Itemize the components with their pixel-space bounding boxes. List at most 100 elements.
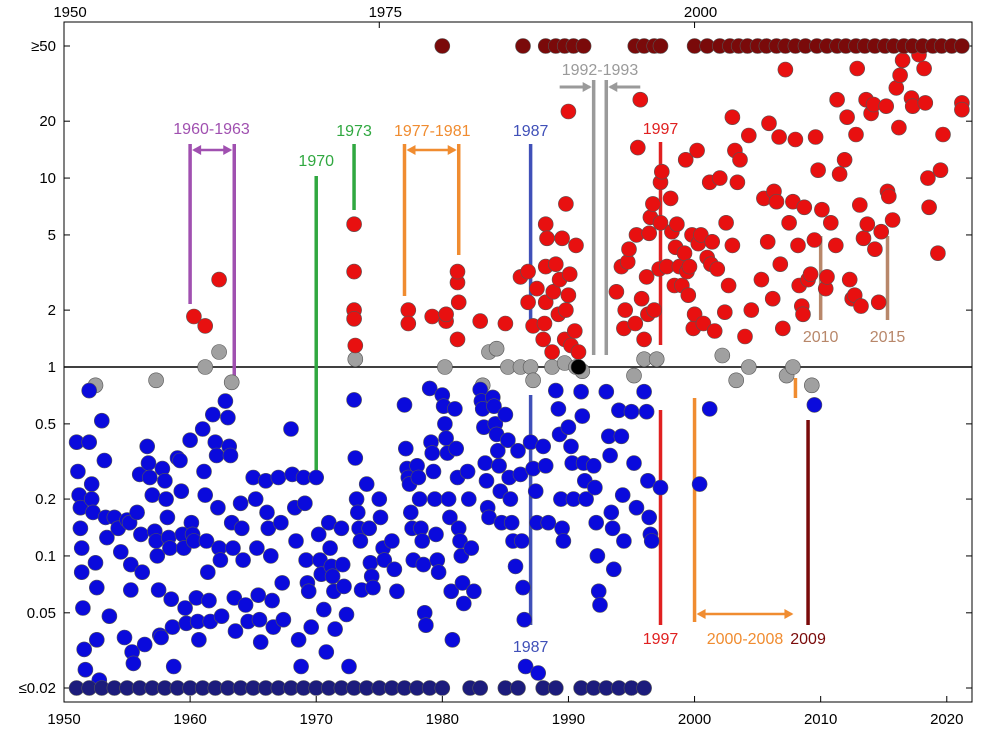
data-point — [336, 578, 352, 595]
data-point — [150, 582, 167, 598]
data-point — [633, 290, 650, 307]
x-tick-label-bottom: 2010 — [804, 711, 837, 728]
annotation-label: 1987 — [513, 639, 549, 656]
data-point — [669, 216, 685, 232]
data-point — [829, 91, 845, 108]
annotation-arrowhead — [608, 82, 618, 92]
data-point — [547, 680, 564, 696]
data-point — [641, 509, 658, 526]
data-point — [217, 393, 234, 409]
data-point — [787, 131, 804, 148]
data-point — [153, 629, 169, 646]
data-point — [293, 658, 309, 675]
data-point — [627, 315, 644, 332]
data-point — [303, 619, 320, 635]
data-point — [428, 526, 444, 543]
data-point — [814, 201, 830, 218]
y-tick-label: 1 — [48, 359, 56, 376]
data-point — [935, 126, 951, 143]
data-point — [123, 556, 139, 573]
data-point — [709, 261, 726, 277]
y-tick-label: 10 — [39, 170, 56, 187]
data-point — [743, 302, 760, 318]
data-point — [954, 38, 970, 54]
data-point — [346, 216, 362, 232]
data-point — [205, 406, 221, 423]
data-point — [298, 552, 314, 568]
data-point — [454, 575, 471, 591]
data-point — [575, 38, 592, 54]
x-tick-label-bottom: 2000 — [678, 711, 711, 728]
data-point — [574, 408, 591, 424]
data-point — [442, 509, 458, 526]
data-point — [197, 318, 213, 334]
annotation-label: 1970 — [298, 153, 334, 170]
data-point — [714, 347, 731, 364]
data-point — [346, 310, 362, 327]
data-point — [430, 564, 447, 581]
data-point — [563, 438, 579, 455]
data-point — [237, 597, 254, 613]
data-point — [72, 520, 89, 537]
data-point — [740, 127, 757, 144]
data-point — [459, 463, 476, 480]
annotation-label: 2000-2008 — [707, 631, 784, 648]
data-point — [346, 263, 362, 280]
data-point — [389, 583, 405, 600]
data-point — [729, 174, 746, 191]
data-point — [421, 380, 438, 397]
data-point — [695, 315, 712, 332]
data-point — [123, 582, 139, 598]
data-point — [133, 526, 149, 543]
data-point — [515, 579, 531, 596]
x-tick-label-top: 2000 — [684, 4, 717, 21]
data-point — [643, 533, 660, 549]
data-point — [806, 232, 823, 248]
data-point — [249, 540, 265, 556]
data-point — [159, 509, 176, 526]
y-tick-label: ≥50 — [31, 38, 56, 55]
data-point — [300, 583, 317, 600]
data-point — [358, 476, 375, 492]
data-point — [831, 166, 848, 182]
data-point — [334, 556, 351, 573]
data-point — [274, 575, 291, 591]
data-point — [182, 432, 198, 449]
data-point — [348, 491, 365, 507]
data-point — [234, 520, 250, 537]
data-point — [327, 621, 343, 637]
data-point — [796, 199, 813, 216]
data-point — [724, 237, 741, 254]
data-point — [691, 476, 708, 492]
data-point — [636, 680, 652, 696]
data-point — [400, 315, 417, 332]
data-point — [855, 230, 872, 247]
data-point — [273, 514, 289, 531]
data-point — [628, 499, 645, 516]
annotation-label: 1987 — [513, 123, 549, 140]
data-point — [520, 294, 536, 311]
data-point — [560, 287, 577, 304]
data-point — [921, 199, 937, 216]
data-point — [76, 641, 92, 658]
data-point — [662, 190, 679, 207]
data-point — [841, 271, 858, 288]
data-point — [443, 583, 460, 600]
data-point — [264, 592, 280, 609]
data-point — [617, 302, 634, 318]
data-point — [346, 392, 362, 408]
data-point — [99, 529, 115, 546]
data-point — [774, 320, 791, 337]
data-point — [867, 241, 883, 257]
data-point — [706, 323, 723, 339]
data-point — [315, 601, 332, 618]
x-tick-label-top: 1975 — [369, 4, 402, 21]
data-point — [570, 344, 587, 360]
data-point — [397, 440, 414, 457]
data-point — [463, 540, 480, 556]
data-point — [547, 256, 564, 273]
data-point — [605, 561, 622, 578]
data-point — [807, 129, 824, 145]
x-tick-label-bottom: 2020 — [930, 711, 963, 728]
